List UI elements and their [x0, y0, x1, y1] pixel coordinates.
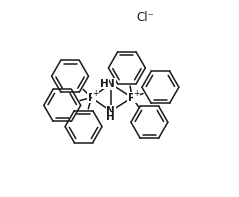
Text: +: +	[133, 89, 140, 98]
Text: N: N	[106, 79, 115, 89]
Text: N: N	[106, 106, 115, 116]
Text: P: P	[87, 93, 95, 102]
Text: H: H	[100, 79, 109, 89]
Text: H: H	[106, 112, 115, 122]
Text: Cl⁻: Cl⁻	[137, 11, 155, 24]
Text: +: +	[92, 89, 99, 98]
Text: P: P	[128, 93, 136, 102]
